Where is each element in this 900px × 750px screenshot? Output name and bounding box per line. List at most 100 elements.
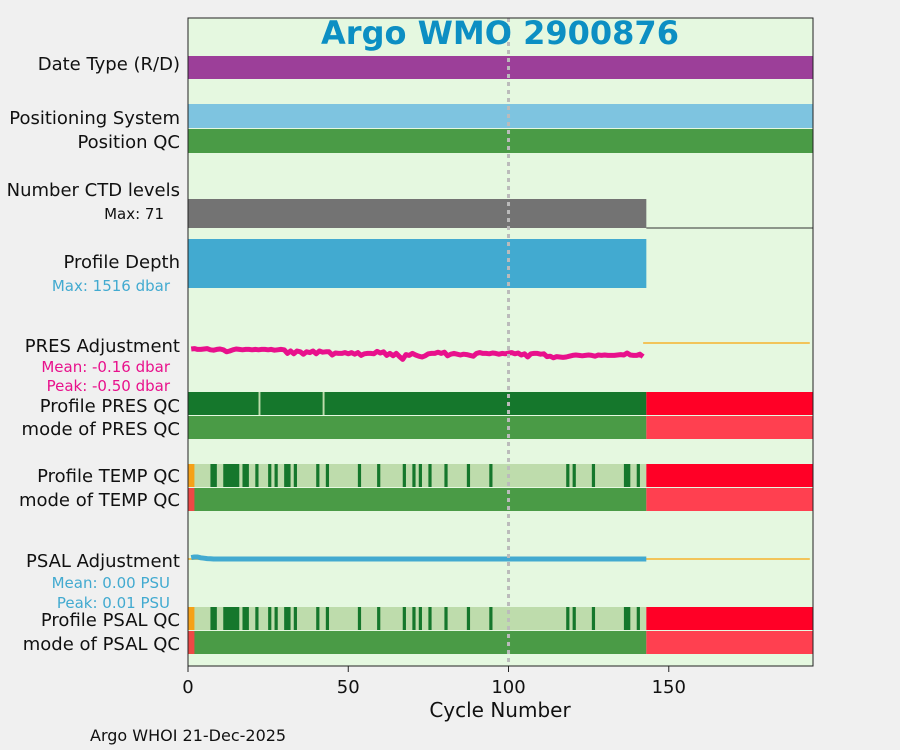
profile-psal-qc-mark-8 — [293, 607, 297, 630]
pres-mean-label: Mean: -0.16 dbar — [41, 358, 171, 376]
profile-psal-qc-mark-24 — [636, 607, 640, 630]
profile-temp-qc-mark-22 — [591, 464, 596, 487]
label-profile-depth: Profile Depth — [63, 252, 180, 273]
label-date-type: Date Type (R/D) — [38, 54, 180, 75]
profile-psal-qc-mark-16 — [428, 607, 432, 630]
x-axis-label: Cycle Number — [429, 698, 571, 722]
lines-layer — [188, 342, 810, 562]
profile-psal-qc-mark-3 — [242, 607, 249, 630]
positioning-system-bar — [188, 104, 813, 128]
profile-psal-qc-mark-22 — [591, 607, 596, 630]
mode-psal-qc-good — [188, 631, 647, 654]
profile-psal-qc-mark-11 — [357, 607, 362, 630]
profile-temp-qc-mark-20 — [566, 464, 570, 487]
profile-psal-qc-mark-6 — [274, 607, 278, 630]
footer-credit: Argo WHOI 21-Dec-2025 — [90, 726, 286, 745]
profile-temp-qc-mark-6 — [274, 464, 278, 487]
profile-temp-qc-mark-16 — [428, 464, 432, 487]
profile-temp-qc-mark-7 — [284, 464, 291, 487]
profile-psal-qc-mark-5 — [268, 607, 272, 630]
profile-temp-qc-missing — [646, 464, 813, 487]
mode-temp-qc-missing — [646, 488, 813, 511]
profile-temp-qc-mark-1 — [210, 464, 217, 487]
profile-depth-bar — [188, 239, 647, 288]
chart-title: Argo WMO 2900876 — [321, 14, 679, 52]
profile-psal-qc-mark-19 — [489, 607, 493, 630]
mode-temp-qc-first — [188, 488, 195, 511]
profile-temp-qc-mark-10 — [325, 464, 330, 487]
depth-max-label: Max: 1516 dbar — [52, 277, 171, 295]
profile-psal-qc-mark-13 — [402, 607, 406, 630]
psal-adjustment-series — [190, 554, 647, 562]
label-profile-psal-qc: Profile PSAL QC — [41, 610, 180, 631]
profile-temp-qc-mark-17 — [444, 464, 448, 487]
profile-psal-qc-mark-21 — [572, 607, 576, 630]
profile-pres-qc-good — [188, 392, 647, 415]
profile-psal-qc-mark-9 — [316, 607, 320, 630]
profile-temp-qc-mark-24 — [636, 464, 640, 487]
profile-temp-qc-mark-11 — [357, 464, 362, 487]
profile-temp-qc-mark-15 — [418, 464, 422, 487]
profile-psal-qc-mark-23 — [623, 607, 631, 630]
position-qc-bar — [188, 129, 813, 153]
date-type-bar — [188, 56, 813, 79]
label-mode-psal-qc: mode of PSAL QC — [23, 634, 180, 655]
label-mode-temp-qc: mode of TEMP QC — [19, 490, 180, 511]
label-pres-adjustment: PRES Adjustment — [25, 336, 180, 357]
profile-psal-qc-missing — [646, 607, 813, 630]
label-profile-temp-qc: Profile TEMP QC — [37, 466, 180, 487]
x-tick-label-150: 150 — [652, 677, 686, 698]
profile-temp-qc-mark-23 — [623, 464, 631, 487]
profile-temp-qc-mark-12 — [377, 464, 381, 487]
profile-pres-qc-gap-0 — [258, 392, 261, 415]
label-profile-pres-qc: Profile PRES QC — [40, 396, 180, 417]
profile-temp-qc-mark-9 — [316, 464, 320, 487]
profile-psal-qc-mark-0 — [188, 607, 195, 630]
profile-psal-qc-mark-4 — [255, 607, 259, 630]
profile-temp-qc-mark-14 — [412, 464, 416, 487]
profile-temp-qc-mark-21 — [572, 464, 576, 487]
mode-temp-qc-good — [188, 488, 647, 511]
plot-frame — [187, 17, 814, 667]
profile-temp-qc-mark-3 — [242, 464, 249, 487]
profile-psal-qc-mark-7 — [284, 607, 291, 630]
x-tick-label-100: 100 — [491, 677, 525, 698]
profile-psal-qc-mark-1 — [210, 607, 217, 630]
profile-temp-qc-mark-0 — [188, 464, 195, 487]
profile-temp-qc-mark-2 — [223, 464, 240, 487]
profile-temp-qc-mark-13 — [402, 464, 406, 487]
profile-psal-qc-mark-18 — [466, 607, 471, 630]
x-tick-label-50: 50 — [337, 677, 360, 698]
x-tick-label-0: 0 — [182, 677, 193, 698]
label-position-qc: Position QC — [77, 132, 180, 153]
ctd-max-label: Max: 71 — [104, 205, 164, 223]
x-axis-ticks: 0 50 100 150 — [182, 666, 686, 698]
pres-adjustment-series — [190, 346, 645, 362]
mode-psal-qc-missing — [646, 631, 813, 654]
mode-pres-qc-good — [188, 416, 647, 439]
profile-psal-qc-base — [188, 607, 647, 630]
profile-temp-qc-mark-19 — [489, 464, 493, 487]
label-mode-pres-qc: mode of PRES QC — [22, 419, 180, 440]
profile-psal-qc-mark-17 — [444, 607, 448, 630]
label-ctd-levels: Number CTD levels — [7, 180, 180, 201]
bars-layer — [188, 56, 813, 654]
pres-peak-label: Peak: -0.50 dbar — [47, 377, 171, 395]
ctd-levels-bar — [188, 199, 647, 228]
profile-psal-qc-mark-20 — [566, 607, 570, 630]
psal-peak-label: Peak: 0.01 PSU — [57, 594, 170, 612]
profile-psal-qc-mark-14 — [412, 607, 416, 630]
profile-pres-qc-gap-1 — [322, 392, 325, 415]
profile-psal-qc-mark-15 — [418, 607, 422, 630]
profile-pres-qc-missing — [646, 392, 813, 415]
profile-temp-qc-mark-5 — [268, 464, 272, 487]
profile-temp-qc-mark-8 — [293, 464, 297, 487]
label-positioning-system: Positioning System — [9, 108, 180, 129]
mode-psal-qc-first — [188, 631, 195, 654]
profile-psal-qc-mark-12 — [377, 607, 381, 630]
psal-mean-label: Mean: 0.00 PSU — [52, 574, 170, 592]
profile-temp-qc-mark-18 — [466, 464, 471, 487]
profile-temp-qc-mark-4 — [255, 464, 259, 487]
profile-temp-qc-base — [188, 464, 647, 487]
